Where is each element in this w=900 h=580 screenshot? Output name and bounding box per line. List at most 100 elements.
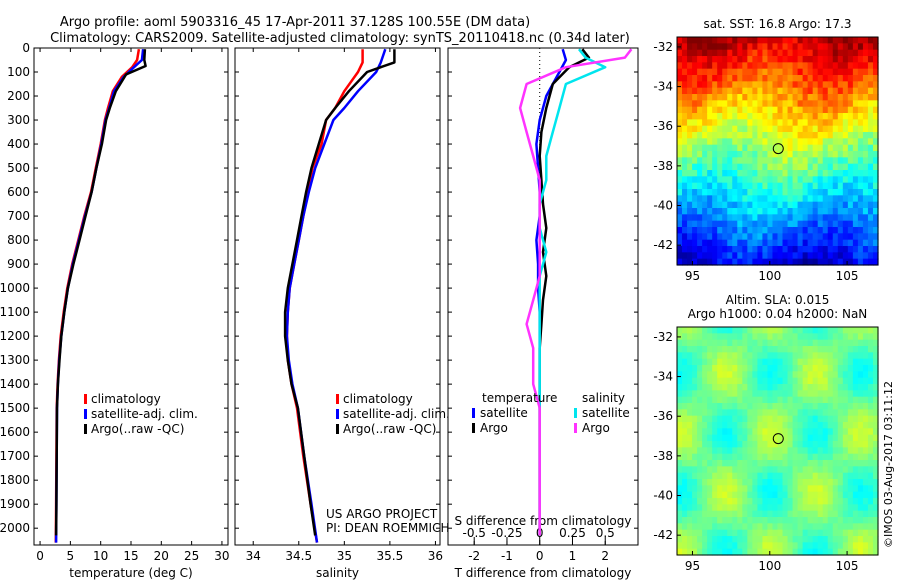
sla-map-cell	[677, 460, 683, 467]
sla-map-cell	[722, 441, 728, 448]
temperature-xtick-label: 5	[67, 549, 75, 563]
sst-map-cell	[722, 258, 728, 266]
sla-map-cell	[777, 422, 784, 429]
sla-map-cell	[727, 327, 733, 334]
sla-map-cell	[807, 428, 814, 436]
sst-map-cell	[682, 75, 688, 82]
sla-map-cell	[757, 390, 764, 398]
sla-map-cell	[807, 472, 814, 480]
sst-map-cell	[807, 239, 814, 247]
sst-map-cell	[807, 100, 814, 108]
sst-map-cell	[842, 138, 849, 146]
sla-map-cell	[817, 403, 824, 410]
sla-map-cell	[702, 441, 708, 448]
sla-map-cell	[812, 510, 819, 518]
sst-map-cell	[692, 144, 698, 152]
sla-map-cell	[757, 460, 764, 467]
sla-map-cell	[812, 523, 819, 531]
sla-map-cell	[822, 434, 829, 442]
sla-map-cell	[762, 339, 769, 347]
sst-map-cell	[682, 246, 688, 253]
sla-map-cell	[797, 453, 804, 461]
sla-map-cell	[732, 479, 738, 486]
sla-map-cell	[747, 485, 753, 493]
sla-map-cell	[852, 460, 859, 467]
sla-map-cell	[767, 422, 774, 429]
sla-map-cell	[827, 453, 834, 461]
sla-map-cell	[742, 485, 748, 493]
sst-map-cell	[812, 157, 819, 165]
sst-map-cell	[702, 201, 708, 209]
sla-map-cell	[842, 327, 849, 334]
sla-map-cell	[857, 409, 864, 417]
sst-map-cell	[847, 49, 854, 57]
sst-map-cell	[842, 246, 849, 253]
sla-map-cell	[747, 396, 753, 404]
sst-map-cell	[812, 214, 819, 222]
sst-map-cell	[817, 119, 824, 127]
sst-map-cell	[722, 182, 728, 190]
sla-map-cell	[757, 365, 764, 372]
sst-map-cell	[732, 106, 738, 114]
sla-map-cell	[737, 491, 743, 499]
sla-map-cell	[842, 485, 849, 493]
sla-map-cell	[707, 504, 713, 512]
sla-map-cell	[807, 403, 814, 410]
sla-map-cell	[742, 339, 748, 347]
sla-map-cell	[832, 384, 839, 391]
sla-map-cell	[687, 485, 693, 493]
sla-map-cell	[712, 529, 718, 537]
sst-map-cell	[757, 37, 764, 44]
sst-map-cell	[847, 138, 854, 146]
sst-map-cell	[787, 201, 794, 209]
sla-map-cell	[762, 441, 769, 448]
sla-map-cell	[847, 498, 854, 505]
sst-map-cell	[727, 144, 733, 152]
sst-map-cell	[767, 37, 774, 44]
sla-map-cell	[737, 453, 743, 461]
sst-map-cell	[777, 208, 784, 215]
sla-map-cell	[797, 409, 804, 417]
sst-map-cell	[787, 100, 794, 108]
sla-map-cell	[677, 498, 683, 505]
sst-map-cell	[802, 246, 809, 253]
sla-map-cell	[677, 447, 683, 455]
sst-map-cell	[852, 214, 859, 222]
sla-map-cell	[737, 498, 743, 505]
sst-map-frame	[676, 36, 879, 266]
sla-map-cell	[787, 409, 794, 417]
sla-map-argo-marker	[772, 433, 784, 445]
sla-map-cell	[782, 523, 789, 531]
sst-map-cell	[807, 176, 814, 184]
sla-map-cell	[797, 517, 804, 524]
sst-map-cell	[777, 87, 784, 95]
sst-map-cell	[852, 100, 859, 108]
sst-map-cell	[702, 87, 708, 95]
sst-map-cell	[682, 189, 688, 196]
sla-map-cell	[787, 422, 794, 429]
sst-map-cell	[832, 62, 839, 70]
sst-map-cell	[822, 151, 829, 158]
sst-map-cell	[682, 62, 688, 70]
sla-map-cell	[747, 479, 753, 486]
sst-map-cell	[712, 163, 718, 171]
sst-map-cell	[852, 56, 859, 63]
sla-map-cell	[712, 333, 718, 341]
sla-map-cell	[757, 377, 764, 385]
sla-map-cell	[752, 327, 759, 334]
sst-map-cell	[692, 176, 698, 184]
sla-map-cell	[867, 504, 874, 512]
sst-map-cell	[847, 258, 854, 266]
sla-map-cell	[847, 523, 854, 531]
sla-map-cell	[802, 327, 809, 334]
sla-map-cell	[682, 434, 688, 442]
sst-map-cell	[817, 106, 824, 114]
sst-map-cell	[762, 170, 769, 177]
sla-map-cell	[742, 377, 748, 385]
sla-map-cell	[762, 498, 769, 505]
difference-xtick-label: 2	[601, 549, 609, 563]
sla-map-cell	[862, 479, 869, 486]
sst-map-cell	[687, 170, 693, 177]
sla-map-cell	[762, 479, 769, 486]
sla-map-cell	[792, 403, 799, 410]
